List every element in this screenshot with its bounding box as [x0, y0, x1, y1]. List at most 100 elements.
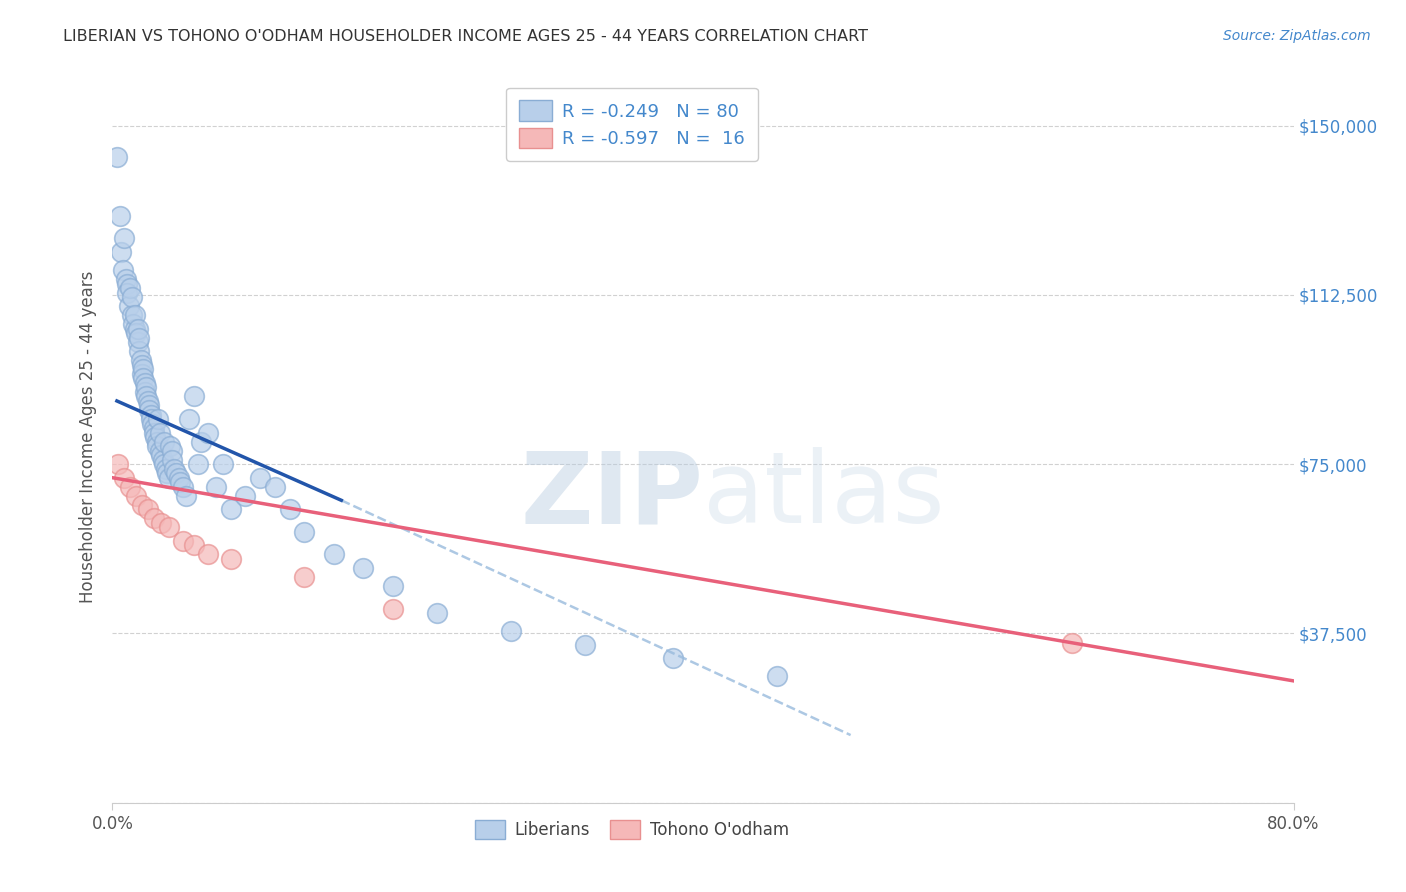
Point	[105, 150, 128, 164]
Point	[264, 480, 287, 494]
Point	[179, 412, 201, 426]
Point	[139, 408, 162, 422]
Point	[233, 489, 256, 503]
Point	[132, 362, 155, 376]
Point	[127, 322, 149, 336]
Point	[150, 516, 173, 530]
Point	[135, 380, 157, 394]
Point	[139, 412, 162, 426]
Point	[212, 457, 235, 471]
Point	[574, 638, 596, 652]
Text: atlas: atlas	[703, 447, 945, 544]
Point	[205, 480, 228, 494]
Point	[197, 425, 219, 440]
Point	[766, 669, 789, 683]
Point	[153, 457, 176, 471]
Point	[136, 502, 159, 516]
Point	[292, 524, 315, 539]
Point	[165, 466, 187, 480]
Point	[146, 434, 169, 449]
Point	[150, 448, 173, 462]
Point	[117, 285, 138, 300]
Point	[149, 425, 172, 440]
Point	[426, 606, 449, 620]
Text: LIBERIAN VS TOHONO O'ODHAM HOUSEHOLDER INCOME AGES 25 - 44 YEARS CORRELATION CHA: LIBERIAN VS TOHONO O'ODHAM HOUSEHOLDER I…	[63, 29, 869, 44]
Point	[142, 421, 165, 435]
Point	[160, 452, 183, 467]
Point	[121, 308, 143, 322]
Point	[117, 277, 138, 291]
Point	[172, 480, 194, 494]
Point	[132, 371, 155, 385]
Point	[131, 358, 153, 372]
Point	[1062, 635, 1084, 649]
Point	[172, 533, 194, 548]
Point	[219, 502, 242, 516]
Point	[187, 457, 209, 471]
Point	[157, 520, 180, 534]
Point	[153, 434, 176, 449]
Point	[155, 461, 177, 475]
Point	[160, 443, 183, 458]
Point	[142, 511, 165, 525]
Point	[323, 548, 346, 562]
Point	[156, 466, 179, 480]
Point	[110, 244, 132, 259]
Point	[292, 570, 315, 584]
Legend: Liberians, Tohono O'odham: Liberians, Tohono O'odham	[468, 814, 796, 846]
Point	[127, 335, 149, 350]
Y-axis label: Householder Income Ages 25 - 44 years: Householder Income Ages 25 - 44 years	[79, 271, 97, 603]
Point	[174, 489, 197, 503]
Point	[662, 651, 685, 665]
Point	[382, 579, 405, 593]
Point	[183, 389, 205, 403]
Point	[219, 552, 242, 566]
Point	[107, 457, 129, 471]
Point	[148, 412, 170, 426]
Point	[111, 263, 134, 277]
Point	[129, 353, 152, 368]
Point	[163, 461, 186, 475]
Point	[135, 389, 157, 403]
Point	[249, 471, 271, 485]
Point	[131, 367, 153, 381]
Point	[159, 439, 181, 453]
Point	[121, 290, 143, 304]
Point	[138, 399, 160, 413]
Point	[124, 322, 146, 336]
Point	[122, 317, 145, 331]
Point	[120, 281, 142, 295]
Point	[183, 538, 205, 552]
Point	[167, 471, 190, 485]
Point	[114, 272, 136, 286]
Point	[131, 498, 153, 512]
Point	[169, 475, 191, 490]
Point	[197, 548, 219, 562]
Point	[108, 209, 131, 223]
Point	[149, 443, 172, 458]
Point	[143, 430, 166, 444]
Point	[128, 331, 150, 345]
Point	[120, 480, 142, 494]
Point	[118, 299, 141, 313]
Point	[141, 417, 163, 431]
Point	[382, 601, 405, 615]
Point	[125, 489, 148, 503]
Point	[142, 425, 165, 440]
Point	[112, 471, 135, 485]
Point	[134, 384, 156, 399]
Point	[138, 403, 160, 417]
Point	[190, 434, 212, 449]
Point	[501, 624, 523, 639]
Point	[157, 471, 180, 485]
Point	[278, 502, 301, 516]
Text: Source: ZipAtlas.com: Source: ZipAtlas.com	[1223, 29, 1371, 43]
Point	[146, 439, 169, 453]
Point	[136, 394, 159, 409]
Point	[134, 376, 156, 390]
Point	[124, 308, 146, 322]
Point	[352, 561, 374, 575]
Text: ZIP: ZIP	[520, 447, 703, 544]
Point	[112, 231, 135, 245]
Point	[152, 452, 174, 467]
